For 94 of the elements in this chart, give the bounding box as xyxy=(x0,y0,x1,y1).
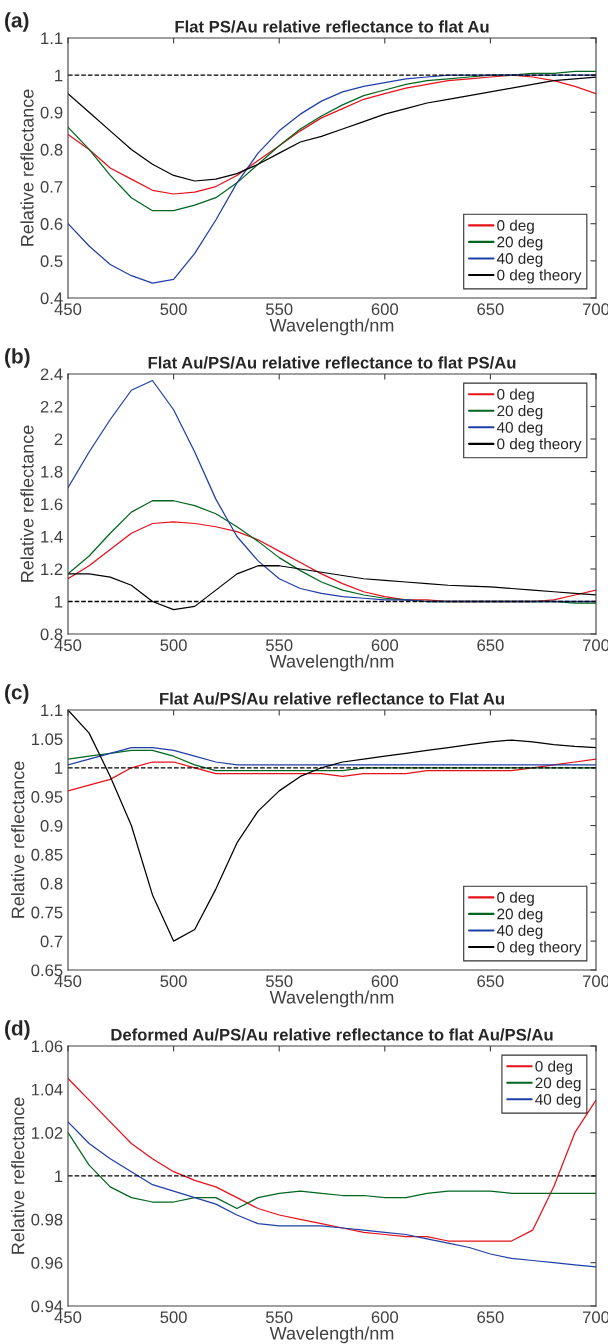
legend-label: 0 deg xyxy=(497,219,534,234)
y-tick-label: 1.4 xyxy=(41,531,63,543)
y-tick-label: 1 xyxy=(55,762,63,774)
y-tick-label: 0.5 xyxy=(40,255,63,268)
x-tick-label: 550 xyxy=(265,975,293,988)
y-tick-label: 0.8 xyxy=(40,877,63,890)
x-tick-label: 650 xyxy=(477,639,504,652)
x-tick-label: 600 xyxy=(371,1311,399,1324)
y-tick-label: 0.85 xyxy=(31,848,63,861)
legend-label: 40 deg xyxy=(496,252,543,267)
x-axis-title: Wavelength/nm xyxy=(269,990,394,1008)
line-series xyxy=(68,758,596,792)
legend-label: 0 deg theory xyxy=(497,438,582,453)
x-tick-label: 500 xyxy=(160,1311,187,1324)
x-tick-label: 650 xyxy=(477,975,504,988)
y-tick-label: 0.94 xyxy=(31,1300,63,1313)
y-tick-label: 1.1 xyxy=(41,32,63,45)
y-tick-label: 2.4 xyxy=(40,368,63,381)
x-tick-label: 600 xyxy=(371,303,399,316)
y-tick-label: 1 xyxy=(55,69,63,82)
y-tick-label: 2.2 xyxy=(40,400,63,413)
y-tick-label: 0.98 xyxy=(31,1213,63,1226)
chart-title: Flat PS/Au relative reflectance to flat Au xyxy=(175,20,489,33)
x-tick-label: 450 xyxy=(54,639,82,652)
chart-title: Flat Au/PS/Au relative reflectance to Flat Au xyxy=(160,692,504,705)
y-tick-label: 1.6 xyxy=(41,498,63,511)
y-tick-label: 0.9 xyxy=(40,106,63,119)
line-series xyxy=(68,565,596,611)
y-tick-label: 1.8 xyxy=(41,465,63,478)
legend-label: 40 deg xyxy=(496,924,543,939)
x-tick-label: 600 xyxy=(371,639,399,652)
x-tick-label: 550 xyxy=(265,303,293,316)
y-axis-title: Relative reflectance xyxy=(11,761,25,918)
y-tick-label: 1.1 xyxy=(41,704,63,717)
legend-label: 40 deg xyxy=(496,421,543,436)
y-tick-label: 1.05 xyxy=(31,733,63,746)
legend-label: 0 deg theory xyxy=(497,269,582,284)
line-series xyxy=(68,1077,596,1242)
text: (a) xyxy=(5,12,29,32)
line-series xyxy=(68,74,596,284)
x-tick-label: 500 xyxy=(160,303,187,316)
y-tick-label: 0.9 xyxy=(40,819,63,832)
y-tick-label: 0.6 xyxy=(40,218,63,230)
x-tick-label: 450 xyxy=(54,1311,82,1324)
legend-label: 20 deg xyxy=(497,908,543,923)
y-tick-label: 0.7 xyxy=(40,935,63,948)
y-axis-title: Relative reflectance xyxy=(20,89,34,246)
y-axis-title: Relative reflectance xyxy=(20,425,34,582)
x-tick-label: 600 xyxy=(371,975,399,988)
line-series xyxy=(68,749,596,772)
y-tick-label: 0.75 xyxy=(31,906,63,919)
y-tick-label: 1.04 xyxy=(31,1083,63,1096)
line-series xyxy=(68,379,596,603)
y-tick-label: 0.8 xyxy=(40,143,63,156)
x-tick-label: 450 xyxy=(54,303,82,316)
line-series xyxy=(68,1121,596,1268)
y-tick-label: 0.96 xyxy=(31,1257,63,1269)
legend-label: 20 deg xyxy=(497,405,543,420)
y-tick-label: 0.4 xyxy=(40,292,63,305)
text: (d) xyxy=(5,1020,30,1040)
legend-label: 0 deg xyxy=(535,1060,573,1075)
x-axis-title: Wavelength/nm xyxy=(269,1326,394,1344)
x-tick-label: 500 xyxy=(160,975,187,988)
chart-title: Flat Au/PS/Au relative reflectance to flat PS/Au xyxy=(148,356,516,369)
y-tick-label: 0.95 xyxy=(31,791,63,803)
x-tick-label: 450 xyxy=(54,975,82,988)
y-tick-label: 1.06 xyxy=(31,1040,63,1053)
y-tick-label: 1 xyxy=(55,1170,63,1183)
x-tick-label: 550 xyxy=(265,1311,293,1324)
legend-label: 20 deg xyxy=(535,1077,581,1092)
x-tick-label: 550 xyxy=(265,639,293,652)
y-tick-label: 1 xyxy=(55,596,63,608)
line-series xyxy=(68,746,596,766)
x-axis-title: Wavelength/nm xyxy=(269,318,394,336)
text: (c) xyxy=(5,684,29,704)
x-tick-label: 500 xyxy=(160,639,187,652)
y-tick-label: 0.7 xyxy=(40,180,63,193)
text: (b) xyxy=(5,348,30,368)
legend-label: 0 deg theory xyxy=(497,941,582,956)
legend-label: 0 deg xyxy=(497,891,534,906)
y-tick-label: 2 xyxy=(54,433,63,446)
legend-label: 0 deg xyxy=(497,388,534,403)
x-axis-title: Wavelength/nm xyxy=(269,654,394,672)
y-tick-label: 1.02 xyxy=(31,1127,63,1139)
y-axis-title: Relative reflectance xyxy=(11,1097,25,1254)
chart-title: Deformed Au/PS/Au relative reflectance to flat Au/PS/Au xyxy=(111,1028,553,1041)
x-tick-label: 650 xyxy=(477,303,504,316)
y-tick-label: 1.2 xyxy=(41,563,63,576)
x-tick-label: 650 xyxy=(477,1311,504,1324)
legend-label: 20 deg xyxy=(497,236,543,251)
legend-label: 40 deg xyxy=(535,1093,581,1108)
y-tick-label: 0.65 xyxy=(31,964,63,977)
line-series xyxy=(68,1132,596,1210)
y-tick-label: 0.8 xyxy=(40,628,63,641)
